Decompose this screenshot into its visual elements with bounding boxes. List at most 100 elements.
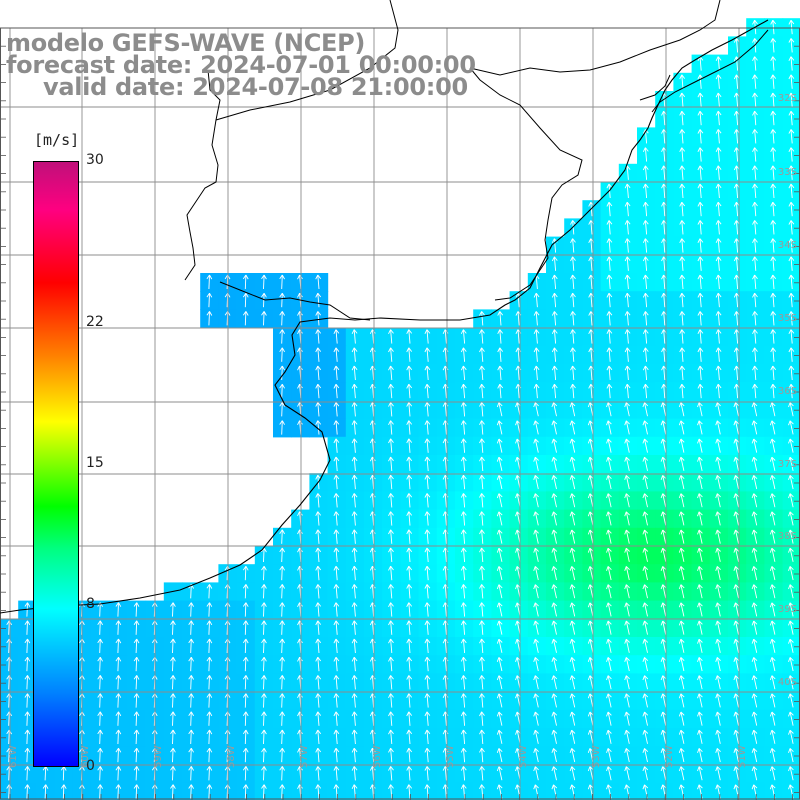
- wind-arrow: [660, 729, 667, 744]
- wind-arrow: [279, 420, 285, 435]
- wind-arrow: [624, 311, 631, 326]
- latitude-label: 40S: [778, 677, 797, 688]
- wind-arrow: [788, 129, 795, 144]
- wind-arrow: [351, 365, 358, 381]
- wind-arrow: [333, 620, 340, 635]
- wind-arrow: [406, 711, 413, 726]
- wind-arrow: [60, 784, 67, 799]
- wind-arrow: [678, 456, 685, 471]
- wind-arrow: [388, 347, 394, 362]
- wind-arrow: [261, 747, 267, 763]
- wind-arrow: [752, 274, 758, 290]
- wind-arrow: [642, 748, 649, 763]
- wind-arrow: [660, 475, 667, 490]
- wind-arrow: [642, 766, 649, 781]
- wind-arrow: [642, 383, 649, 399]
- wind-arrow: [424, 620, 431, 635]
- wind-arrow: [770, 129, 777, 144]
- wind-arrow: [770, 274, 777, 290]
- wind-arrow: [788, 711, 794, 726]
- wind-arrow: [769, 511, 776, 526]
- wind-arrow: [496, 493, 503, 508]
- wind-arrow: [642, 347, 649, 362]
- latitude-label: 38S: [778, 531, 797, 542]
- wind-arrow: [261, 675, 267, 690]
- wind-arrow: [752, 56, 758, 71]
- wind-arrow: [769, 438, 776, 453]
- wind-arrow: [788, 657, 794, 672]
- wind-arrow: [388, 474, 394, 490]
- wind-arrow: [496, 438, 503, 453]
- wind-arrow: [624, 766, 630, 781]
- wind-arrow: [551, 711, 558, 726]
- wind-arrow: [715, 748, 721, 763]
- wind-arrow: [460, 420, 467, 435]
- wind-arrow: [533, 766, 539, 781]
- wind-arrow: [351, 383, 358, 399]
- wind-arrow: [279, 584, 285, 599]
- wind-arrow: [315, 292, 322, 308]
- wind-arrow: [115, 620, 122, 635]
- wind-arrow: [679, 256, 686, 271]
- wind-arrow: [315, 693, 322, 708]
- wind-arrow: [569, 657, 576, 672]
- wind-arrow: [479, 693, 485, 708]
- wind-arrow: [261, 729, 267, 745]
- wind-arrow: [733, 693, 740, 708]
- wind-arrow: [788, 365, 795, 381]
- wind-arrow: [733, 657, 740, 672]
- wind-arrow: [533, 602, 539, 617]
- wind-arrow: [624, 365, 631, 381]
- wind-arrow: [406, 383, 413, 399]
- wind-arrow: [206, 766, 213, 781]
- wind-arrow: [424, 347, 431, 362]
- wind-arrow: [533, 402, 539, 417]
- wind-arrow: [769, 638, 776, 653]
- wind-arrow: [697, 238, 704, 253]
- wind-arrow: [697, 711, 703, 726]
- wind-arrow: [170, 693, 176, 708]
- wind-arrow: [606, 475, 612, 490]
- wind-arrow: [697, 693, 703, 708]
- wind-arrow: [752, 92, 758, 108]
- wind-arrow: [606, 566, 612, 581]
- wind-arrow: [733, 438, 740, 453]
- wind-arrow: [351, 456, 358, 472]
- wind-arrow: [133, 747, 140, 763]
- wind-arrow: [497, 383, 504, 399]
- wind-arrow: [551, 402, 558, 417]
- wind-arrow: [315, 747, 322, 763]
- wind-arrow: [388, 584, 394, 599]
- wind-arrow: [133, 656, 140, 672]
- wind-arrow: [97, 711, 103, 726]
- wind-arrow: [188, 693, 194, 708]
- wind-arrow: [642, 584, 649, 599]
- wind-arrow: [242, 584, 249, 599]
- wind-arrow: [333, 565, 340, 581]
- wind-arrow: [279, 402, 285, 417]
- wind-arrow: [660, 638, 667, 653]
- wind-arrow: [188, 656, 194, 672]
- wind-arrow: [770, 92, 777, 108]
- wind-arrow: [279, 784, 285, 799]
- wind-arrow: [188, 602, 194, 617]
- wind-arrow: [424, 438, 431, 453]
- wind-arrow: [660, 456, 667, 471]
- wind-arrow: [115, 656, 122, 672]
- wind-arrow: [424, 365, 431, 381]
- wind-arrow: [751, 748, 758, 763]
- wind-arrow: [206, 311, 213, 326]
- wind-arrow: [697, 147, 704, 162]
- wind-arrow: [424, 493, 431, 508]
- wind-arrow: [660, 693, 667, 708]
- wind-arrow: [751, 675, 758, 690]
- wind-arrow: [261, 766, 267, 781]
- wind-arrow: [752, 292, 758, 308]
- wind-arrow: [333, 766, 340, 781]
- wind-arrow: [660, 547, 667, 562]
- wind-arrow: [624, 638, 630, 653]
- longitude-label: 56W: [372, 745, 383, 768]
- wind-arrow: [715, 329, 722, 344]
- wind-arrow: [715, 547, 721, 562]
